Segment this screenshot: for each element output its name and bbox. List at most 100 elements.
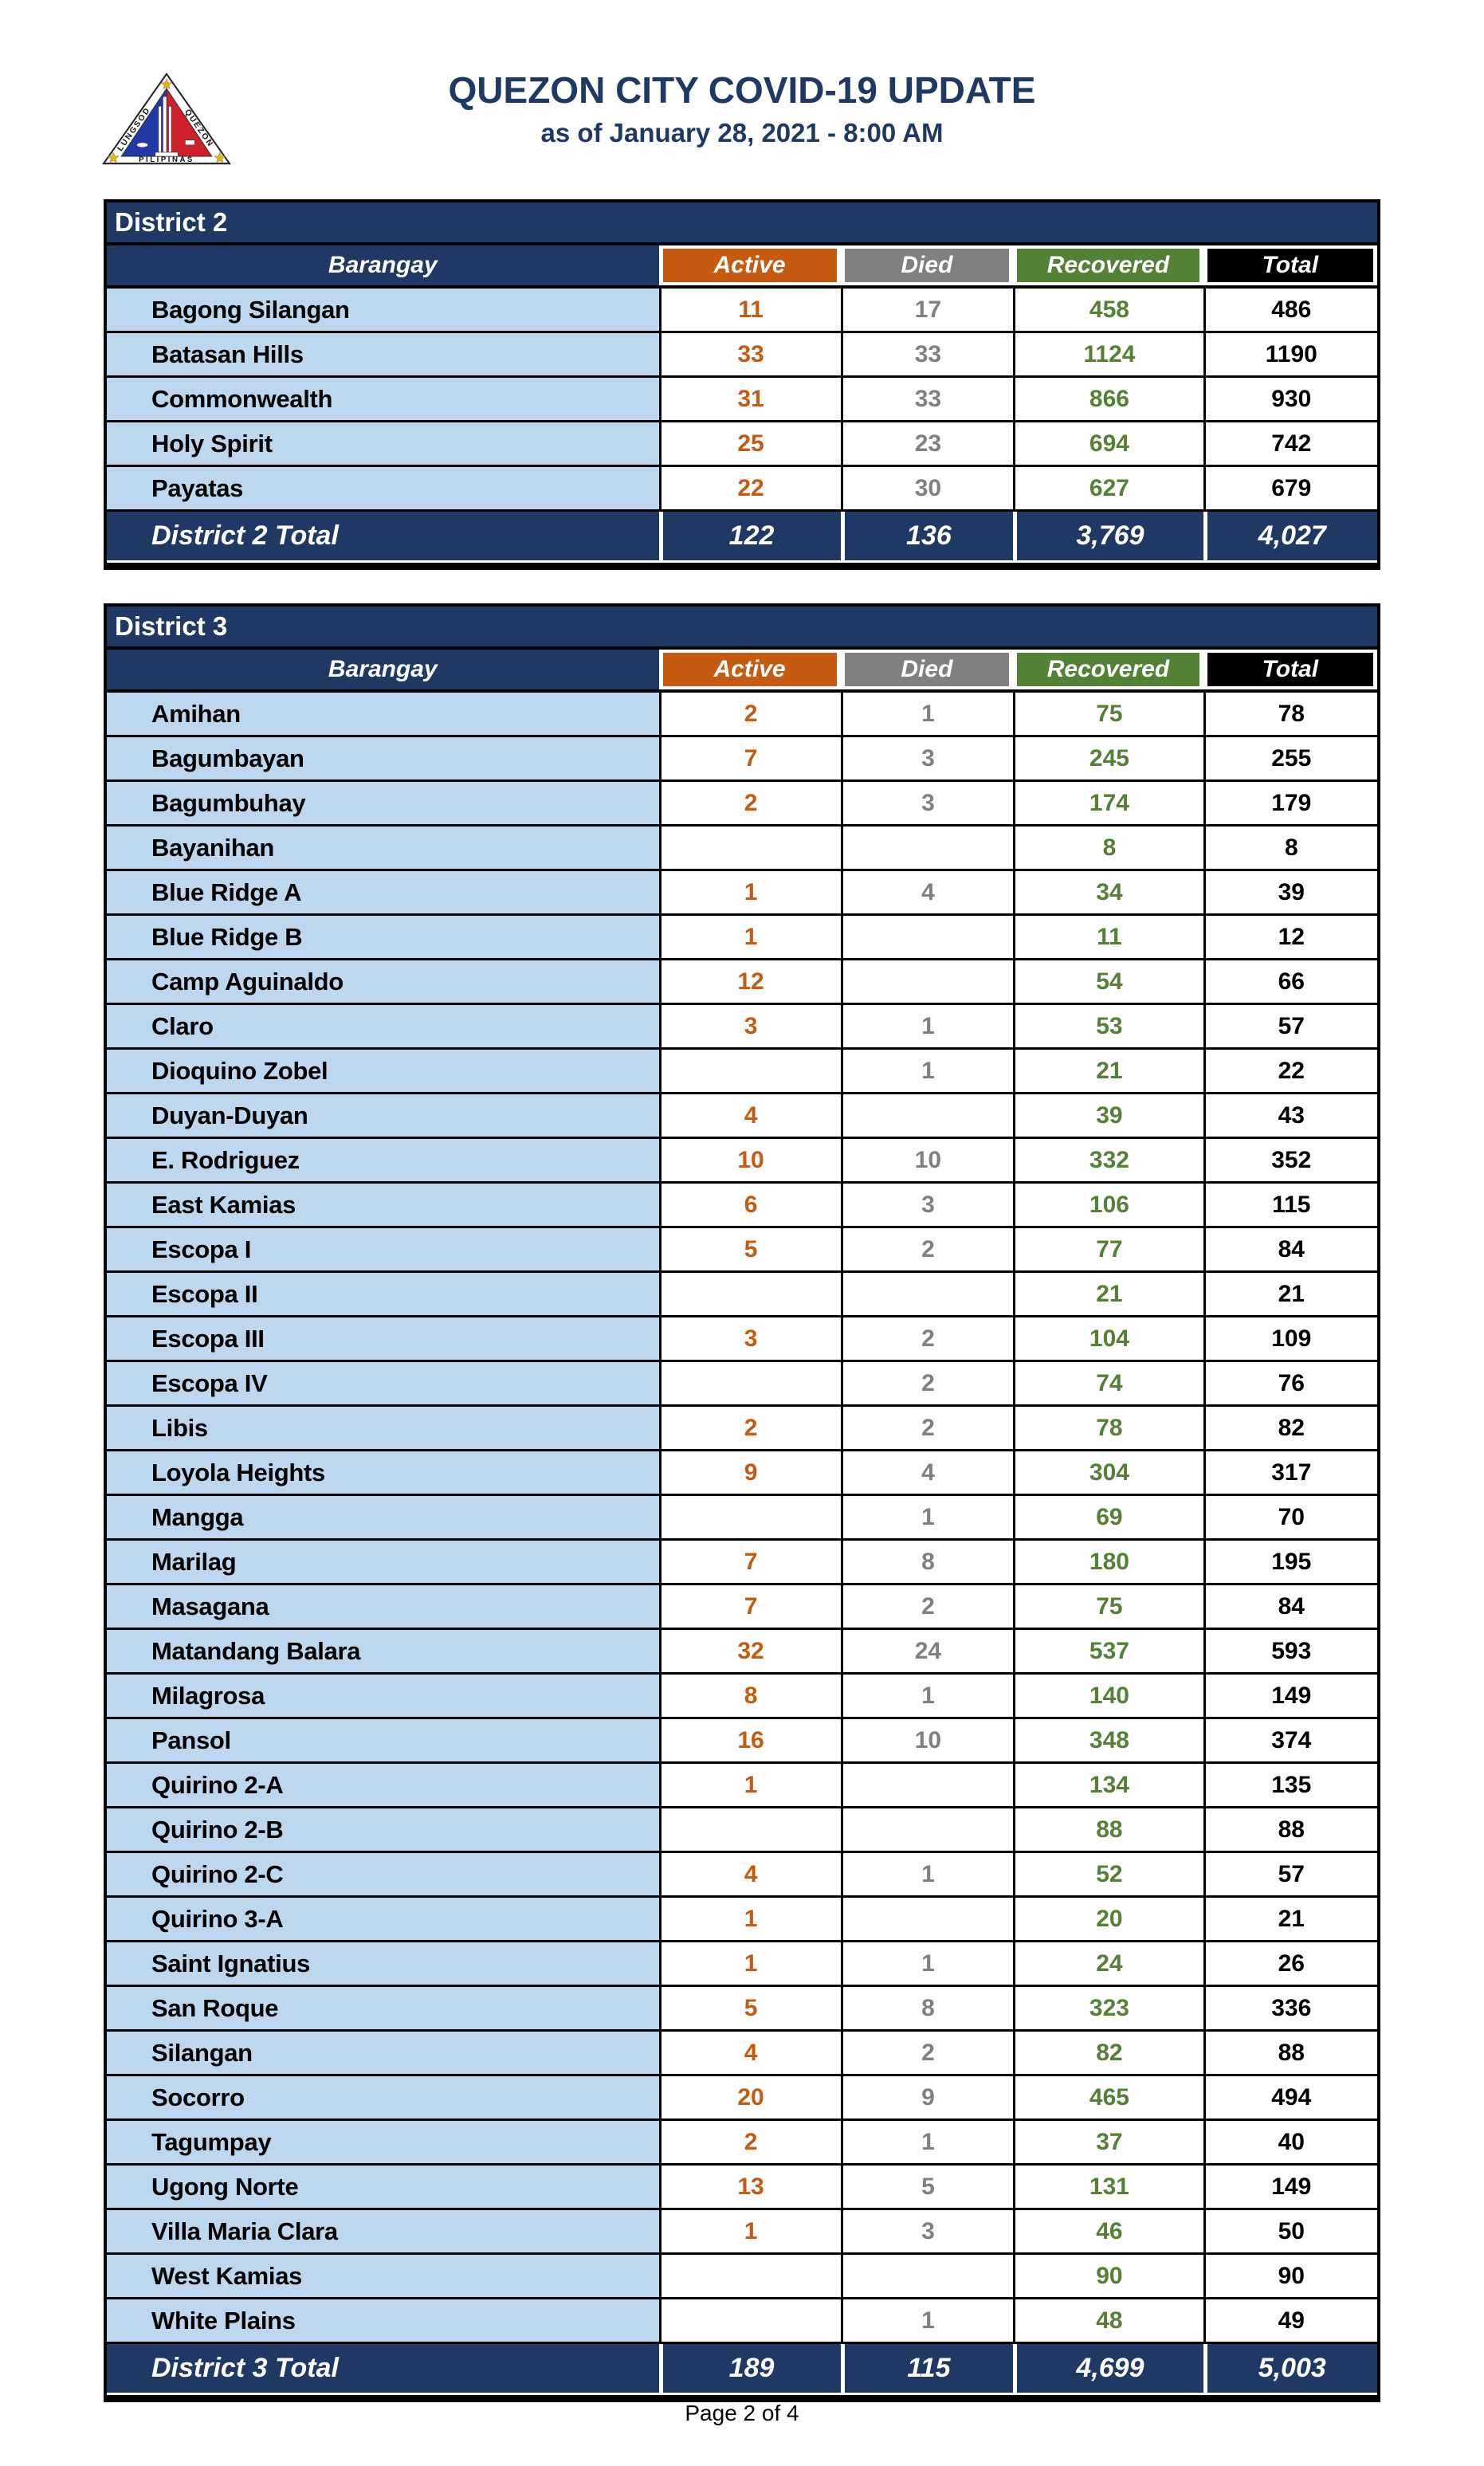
column-header-active: Active xyxy=(659,650,841,689)
total-value: 84 xyxy=(1203,1585,1377,1628)
recovered-value: 78 xyxy=(1013,1407,1203,1449)
barangay-name: E. Rodriguez xyxy=(107,1139,659,1181)
district-total-label: District 3 Total xyxy=(107,2344,659,2395)
barangay-name: Masagana xyxy=(107,1585,659,1628)
barangay-row: Milagrosa 8 1 140 149 xyxy=(107,1675,1377,1719)
died-value: 1 xyxy=(840,2299,1014,2342)
barangay-name: Matandang Balara xyxy=(107,1630,659,1672)
column-header-total: Total xyxy=(1203,650,1377,689)
district-3-total-row: District 3 Total 189 115 4,699 5,003 xyxy=(107,2344,1377,2395)
barangay-name: Quirino 2-A xyxy=(107,1764,659,1806)
barangay-row: West Kamias 90 90 xyxy=(107,2255,1377,2299)
barangay-name: Marilag xyxy=(107,1541,659,1583)
total-value: 486 xyxy=(1203,289,1377,331)
district-total-recovered: 4,699 xyxy=(1013,2344,1203,2395)
active-value: 5 xyxy=(658,1987,841,2029)
column-header-recovered: Recovered xyxy=(1013,650,1203,689)
recovered-value: 180 xyxy=(1013,1541,1203,1583)
died-value xyxy=(840,2255,1014,2297)
total-value: 195 xyxy=(1203,1541,1377,1583)
column-header-died: Died xyxy=(841,650,1014,689)
total-value: 179 xyxy=(1203,782,1377,824)
active-value: 5 xyxy=(658,1228,841,1270)
total-value: 115 xyxy=(1203,1184,1377,1226)
active-value: 16 xyxy=(658,1719,841,1761)
died-value: 1 xyxy=(840,1675,1014,1717)
barangay-name: Socorro xyxy=(107,2076,659,2118)
barangay-name: Loyola Heights xyxy=(107,1451,659,1494)
barangay-name: San Roque xyxy=(107,1987,659,2029)
recovered-value: 77 xyxy=(1013,1228,1203,1270)
active-value xyxy=(658,1808,841,1851)
district-total-died: 115 xyxy=(840,2344,1014,2395)
recovered-value: 104 xyxy=(1013,1317,1203,1360)
barangay-row: East Kamias 6 3 106 115 xyxy=(107,1184,1377,1228)
barangay-name: Escopa III xyxy=(107,1317,659,1360)
column-header-label: Barangay xyxy=(107,245,659,285)
barangay-row: Camp Aguinaldo 12 54 66 xyxy=(107,960,1377,1005)
total-value: 88 xyxy=(1203,1808,1377,1851)
barangay-name: Quirino 2-B xyxy=(107,1808,659,1851)
barangay-row: Matandang Balara 32 24 537 593 xyxy=(107,1630,1377,1675)
district-total-recovered: 3,769 xyxy=(1013,512,1203,563)
column-header-label: Died xyxy=(844,653,1010,686)
died-value xyxy=(840,1764,1014,1806)
recovered-value: 82 xyxy=(1013,2032,1203,2074)
active-value: 13 xyxy=(658,2166,841,2208)
barangay-name: Silangan xyxy=(107,2032,659,2074)
column-header-label: Died xyxy=(844,249,1010,282)
died-value: 4 xyxy=(840,871,1014,913)
recovered-value: 134 xyxy=(1013,1764,1203,1806)
barangay-row: Mangga 1 69 70 xyxy=(107,1496,1377,1541)
active-value: 4 xyxy=(658,2032,841,2074)
barangay-name: Pansol xyxy=(107,1719,659,1761)
column-header-label: Recovered xyxy=(1017,249,1199,282)
recovered-value: 24 xyxy=(1013,1942,1203,1985)
died-value: 3 xyxy=(840,1184,1014,1226)
barangay-name: White Plains xyxy=(107,2299,659,2342)
barangay-name: Milagrosa xyxy=(107,1675,659,1717)
barangay-name: Blue Ridge A xyxy=(107,871,659,913)
barangay-row: Villa Maria Clara 1 3 46 50 xyxy=(107,2210,1377,2255)
column-header-barangay: Barangay xyxy=(107,245,659,285)
recovered-value: 52 xyxy=(1013,1853,1203,1895)
barangay-row: Socorro 20 9 465 494 xyxy=(107,2076,1377,2121)
barangay-name: Dioquino Zobel xyxy=(107,1050,659,1092)
barangay-row: Saint Ignatius 1 1 24 26 xyxy=(107,1942,1377,1987)
seal-monument-pillar xyxy=(158,106,162,155)
died-value xyxy=(840,1094,1014,1137)
barangay-row: Quirino 2-B 88 88 xyxy=(107,1808,1377,1853)
page-title: QUEZON CITY COVID-19 UPDATE xyxy=(448,69,1036,111)
column-header-label: Total xyxy=(1207,249,1373,282)
district-3-table: District 3 Barangay Active Died Recovered To… xyxy=(104,603,1380,2402)
died-value: 24 xyxy=(840,1630,1014,1672)
total-value: 82 xyxy=(1203,1407,1377,1449)
barangay-row: Bagumbayan 7 3 245 255 xyxy=(107,737,1377,782)
district-total-total: 4,027 xyxy=(1203,512,1377,563)
recovered-value: 88 xyxy=(1013,1808,1203,1851)
barangay-name: Bagumbayan xyxy=(107,737,659,779)
total-value: 374 xyxy=(1203,1719,1377,1761)
active-value: 3 xyxy=(658,1005,841,1047)
total-value: 930 xyxy=(1203,378,1377,420)
recovered-value: 75 xyxy=(1013,693,1203,735)
active-value: 2 xyxy=(658,693,841,735)
died-value xyxy=(840,1273,1014,1315)
barangay-name: Claro xyxy=(107,1005,659,1047)
recovered-value: 1124 xyxy=(1013,333,1203,375)
total-value: 57 xyxy=(1203,1853,1377,1895)
recovered-value: 465 xyxy=(1013,2076,1203,2118)
recovered-value: 8 xyxy=(1013,827,1203,869)
total-value: 76 xyxy=(1203,1362,1377,1404)
total-value: 70 xyxy=(1203,1496,1377,1538)
total-value: 109 xyxy=(1203,1317,1377,1360)
barangay-name: Saint Ignatius xyxy=(107,1942,659,1985)
column-header-label: Active xyxy=(662,653,837,686)
died-value xyxy=(840,1898,1014,1940)
total-value: 336 xyxy=(1203,1987,1377,2029)
active-value: 32 xyxy=(658,1630,841,1672)
active-value: 2 xyxy=(658,1407,841,1449)
barangay-name: East Kamias xyxy=(107,1184,659,1226)
recovered-value: 90 xyxy=(1013,2255,1203,2297)
recovered-value: 245 xyxy=(1013,737,1203,779)
